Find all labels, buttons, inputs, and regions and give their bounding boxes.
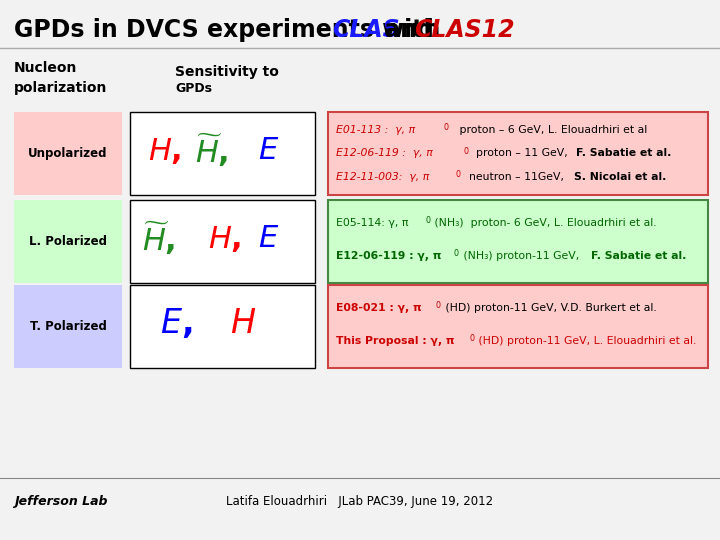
Text: GPDs: GPDs <box>175 82 212 94</box>
Text: Sensitivity to: Sensitivity to <box>175 65 279 79</box>
Text: CLAS12: CLAS12 <box>414 18 515 42</box>
Text: Latifa Elouadrhiri   JLab PAC39, June 19, 2012: Latifa Elouadrhiri JLab PAC39, June 19, … <box>226 496 494 509</box>
Text: 0: 0 <box>456 170 461 179</box>
Text: 0: 0 <box>443 123 448 132</box>
Text: E12-06-119 :  γ, π: E12-06-119 : γ, π <box>336 148 433 159</box>
Text: S. Nicolai et al.: S. Nicolai et al. <box>574 172 667 182</box>
FancyBboxPatch shape <box>328 200 708 283</box>
Text: E12-06-119 : γ, π: E12-06-119 : γ, π <box>336 252 441 261</box>
Text: GPDs in DVCS experiments with: GPDs in DVCS experiments with <box>14 18 449 42</box>
Text: $\mathit{H}$,: $\mathit{H}$, <box>148 136 181 165</box>
FancyBboxPatch shape <box>328 285 708 368</box>
FancyBboxPatch shape <box>130 200 315 283</box>
Text: T. Polarized: T. Polarized <box>30 320 107 333</box>
Text: E05-114: γ, π: E05-114: γ, π <box>336 218 408 228</box>
FancyBboxPatch shape <box>14 200 122 283</box>
Text: Nucleon
polarization: Nucleon polarization <box>14 60 107 95</box>
Text: $\mathit{E}$,: $\mathit{E}$, <box>160 307 192 341</box>
Text: L. Polarized: L. Polarized <box>29 235 107 248</box>
Text: F. Sabatie et al.: F. Sabatie et al. <box>576 148 671 159</box>
Text: and: and <box>376 18 442 42</box>
Text: (HD) proton-11 GeV, V.D. Burkert et al.: (HD) proton-11 GeV, V.D. Burkert et al. <box>442 303 657 313</box>
Text: This Proposal : γ, π: This Proposal : γ, π <box>336 336 454 347</box>
Text: proton – 6 GeV, L. Elouadrhiri et al: proton – 6 GeV, L. Elouadrhiri et al <box>449 125 647 135</box>
Text: (HD) proton-11 GeV, L. Elouadrhiri et al.: (HD) proton-11 GeV, L. Elouadrhiri et al… <box>475 336 696 347</box>
Text: F. Sabatie et al.: F. Sabatie et al. <box>591 252 686 261</box>
Text: Unpolarized: Unpolarized <box>28 147 108 160</box>
Text: 0: 0 <box>463 146 468 156</box>
Text: $\mathit{E}$: $\mathit{E}$ <box>258 136 279 165</box>
Text: Jefferson Lab: Jefferson Lab <box>14 496 107 509</box>
Text: (NH₃) proton-11 GeV,: (NH₃) proton-11 GeV, <box>460 252 582 261</box>
Text: 0: 0 <box>469 334 474 343</box>
Text: $\mathit{E}$: $\mathit{E}$ <box>258 224 279 253</box>
Text: E08-021 : γ, π: E08-021 : γ, π <box>336 303 422 313</box>
Text: (NH₃)  proton- 6 GeV, L. Elouadrhiri et al.: (NH₃) proton- 6 GeV, L. Elouadrhiri et a… <box>431 218 657 228</box>
Text: neutron – 11GeV,: neutron – 11GeV, <box>462 172 567 182</box>
Text: E01-113 :  γ, π: E01-113 : γ, π <box>336 125 415 135</box>
Text: 0: 0 <box>425 216 430 225</box>
FancyBboxPatch shape <box>328 112 708 195</box>
Text: $\widetilde{\mathit{H}}$,: $\widetilde{\mathit{H}}$, <box>142 220 176 257</box>
Text: $\mathit{H}$,: $\mathit{H}$, <box>208 224 241 253</box>
FancyBboxPatch shape <box>130 112 315 195</box>
Text: $\mathit{H}$: $\mathit{H}$ <box>230 307 256 340</box>
Text: 0: 0 <box>436 301 441 310</box>
FancyBboxPatch shape <box>130 285 315 368</box>
Text: 0: 0 <box>454 249 459 259</box>
FancyBboxPatch shape <box>14 112 122 195</box>
Text: CLAS: CLAS <box>332 18 400 42</box>
Text: $\widetilde{\mathit{H}}$,: $\widetilde{\mathit{H}}$, <box>195 132 228 169</box>
Text: proton – 11 GeV,: proton – 11 GeV, <box>469 148 571 159</box>
FancyBboxPatch shape <box>14 285 122 368</box>
Text: E12-11-003:  γ, π: E12-11-003: γ, π <box>336 172 429 182</box>
